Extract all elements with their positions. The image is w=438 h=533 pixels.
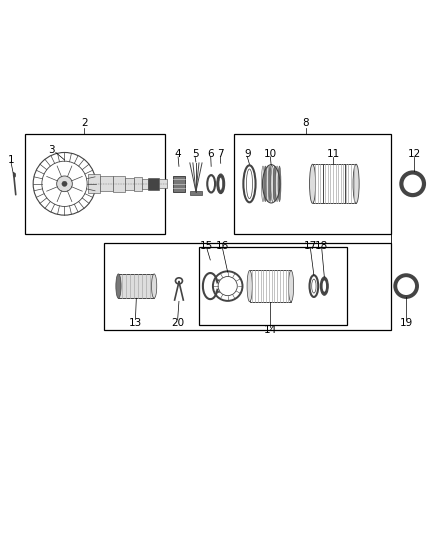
Ellipse shape (152, 274, 157, 298)
Ellipse shape (321, 277, 328, 295)
Text: 17: 17 (304, 240, 317, 251)
Ellipse shape (247, 270, 252, 302)
Text: 5: 5 (192, 149, 198, 159)
Ellipse shape (273, 166, 276, 201)
Text: 3: 3 (48, 146, 55, 155)
Circle shape (57, 176, 72, 192)
Ellipse shape (268, 166, 272, 201)
Ellipse shape (322, 280, 326, 292)
Ellipse shape (264, 166, 267, 201)
Ellipse shape (217, 174, 225, 193)
Bar (173, 176, 185, 192)
Text: 19: 19 (399, 318, 413, 328)
Text: 11: 11 (326, 149, 339, 159)
Bar (118, 274, 154, 298)
Bar (125, 177, 134, 190)
Text: 9: 9 (244, 149, 251, 159)
Bar (134, 177, 142, 191)
Ellipse shape (288, 270, 293, 302)
Text: 10: 10 (264, 149, 277, 159)
Text: 18: 18 (315, 240, 328, 251)
Bar (313, 164, 356, 204)
Text: 8: 8 (303, 118, 309, 128)
Bar (159, 180, 167, 188)
Bar (199, 247, 347, 325)
Bar (148, 177, 159, 190)
Text: 15: 15 (200, 240, 213, 251)
Ellipse shape (310, 164, 316, 204)
Text: 16: 16 (216, 240, 229, 251)
Circle shape (400, 280, 412, 292)
Circle shape (406, 177, 419, 190)
Bar (250, 270, 291, 302)
Text: 2: 2 (81, 118, 88, 128)
Bar (100, 176, 113, 191)
Circle shape (62, 181, 67, 187)
Ellipse shape (266, 166, 269, 201)
Text: 4: 4 (175, 149, 181, 159)
Bar (142, 179, 148, 189)
Ellipse shape (13, 173, 16, 177)
Bar (25, 134, 165, 234)
Bar (190, 191, 201, 195)
Text: 20: 20 (171, 318, 184, 328)
Ellipse shape (116, 274, 121, 298)
Text: 13: 13 (129, 318, 142, 328)
Ellipse shape (353, 164, 359, 204)
Bar (234, 134, 391, 234)
Bar (88, 174, 100, 193)
Ellipse shape (271, 166, 274, 201)
Bar (113, 175, 125, 192)
Text: 12: 12 (407, 149, 420, 159)
Ellipse shape (261, 166, 265, 201)
Text: 6: 6 (208, 149, 214, 159)
Text: 7: 7 (217, 149, 224, 159)
Text: 1: 1 (7, 155, 14, 165)
Bar (104, 243, 391, 329)
Ellipse shape (278, 166, 281, 201)
Ellipse shape (276, 166, 279, 201)
Text: 14: 14 (264, 325, 277, 335)
Ellipse shape (219, 177, 223, 190)
Circle shape (42, 161, 87, 206)
